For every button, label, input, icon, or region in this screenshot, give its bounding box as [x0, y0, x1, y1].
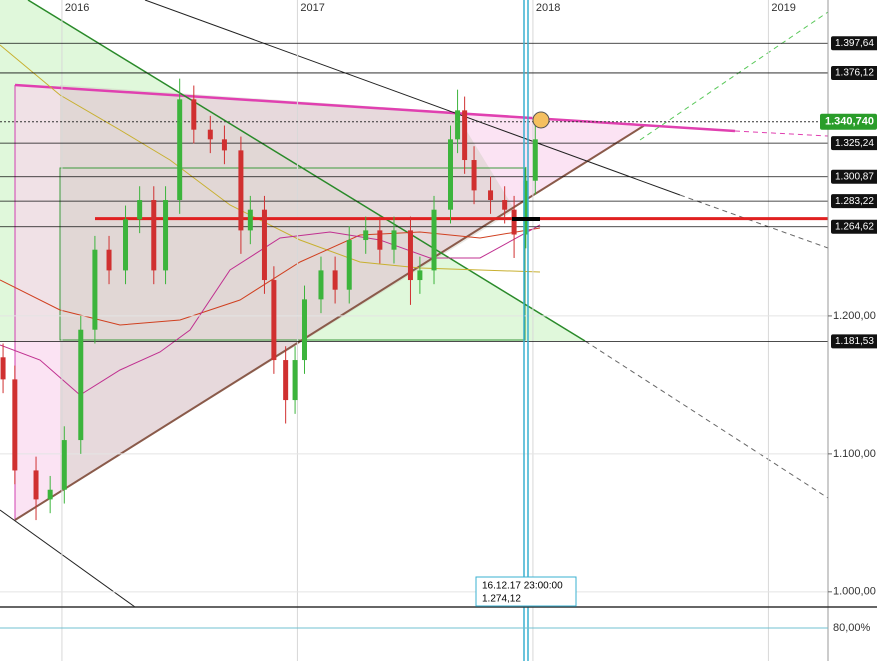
candle-body	[177, 99, 183, 201]
candle-body	[523, 180, 529, 235]
candle-body	[346, 240, 352, 290]
y-tick-label: 1.200,00	[833, 310, 876, 322]
candle-body	[78, 329, 84, 441]
candle-body	[417, 270, 423, 281]
level-label: 1.181,53	[835, 336, 874, 347]
candles	[0, 78, 538, 521]
candle-body	[106, 249, 112, 271]
grey-overlap	[60, 85, 515, 492]
grey-dashed	[584, 340, 829, 499]
candle-body	[488, 190, 494, 201]
candle-body	[137, 200, 143, 220]
candle-body	[511, 209, 517, 235]
level-label-box	[831, 219, 877, 234]
level-label: 1.376,12	[835, 68, 874, 79]
level-label: 1.325,24	[835, 138, 874, 149]
x-tick-label: 2019	[771, 2, 795, 14]
pink-triangle	[15, 85, 645, 520]
candle-body	[247, 209, 253, 231]
candle-body	[92, 249, 98, 330]
candle-body	[448, 139, 454, 210]
y-tick-label: 1.000,00	[833, 586, 876, 598]
moving-average-red	[0, 227, 541, 326]
current-price-box	[820, 113, 877, 130]
candle-body	[33, 470, 39, 500]
candle-body	[377, 230, 383, 250]
oscillator-tick-label: 80,00%	[833, 622, 871, 634]
level-label-box	[831, 65, 877, 80]
level-label: 1.283,22	[835, 196, 874, 207]
candle-body	[532, 139, 538, 181]
candle-body	[271, 280, 277, 361]
candle-body	[502, 200, 508, 210]
level-label: 1.300,87	[835, 171, 874, 182]
levels	[0, 42, 828, 342]
current-price-label: 1.340,740	[825, 116, 874, 128]
candle-body	[407, 230, 413, 281]
grid: 2016 2017 2018 2019	[0, 0, 828, 661]
candle-body	[318, 270, 324, 300]
green-dashed	[639, 11, 829, 141]
candle-body	[261, 209, 267, 281]
magenta-trendline	[14, 83, 736, 133]
level-label-box	[831, 169, 877, 184]
oscillator: 80,00%	[0, 622, 871, 634]
tooltip-price: 1.274,12	[482, 594, 521, 605]
x-tick-label: 2017	[300, 2, 324, 14]
price-axis	[828, 0, 877, 661]
magenta-dashed	[734, 130, 829, 137]
y-tick-label: 1.100,00	[833, 448, 876, 460]
candle-body	[12, 379, 18, 471]
candle-body	[61, 440, 67, 490]
candle-body	[207, 129, 213, 140]
tooltip-box	[475, 576, 577, 607]
candle-body	[47, 489, 53, 500]
level-label-box	[831, 194, 877, 209]
candle-body	[151, 200, 157, 271]
candle-body	[462, 110, 468, 161]
candle-body	[391, 230, 397, 250]
level-label-box	[831, 36, 877, 51]
level-label-box	[831, 136, 877, 151]
green-trendline	[27, 0, 586, 342]
candle-body	[431, 209, 437, 271]
level-label-box	[831, 334, 877, 349]
price-alert-icon	[532, 111, 550, 129]
candle-body	[123, 219, 129, 271]
level-label: 1.397,64	[835, 38, 874, 49]
candle-body	[455, 110, 461, 140]
x-tick-label: 2018	[536, 2, 560, 14]
black-trendline	[144, 0, 681, 196]
candle-body	[238, 150, 244, 231]
tooltip-date: 16.12.17 23:00:00	[482, 581, 563, 592]
candle-body	[221, 139, 227, 151]
green-box	[59, 167, 526, 341]
candle-body	[332, 270, 338, 290]
level-label: 1.264,62	[835, 221, 874, 232]
candle-body	[283, 360, 289, 401]
x-tick-label: 2016	[65, 2, 89, 14]
candle-body	[301, 299, 307, 361]
candle-body	[191, 99, 197, 130]
candle-body	[471, 160, 477, 191]
candle-body	[292, 360, 298, 401]
black-lower-line	[0, 509, 136, 608]
candle-body	[363, 230, 369, 241]
candle-body	[163, 200, 169, 271]
right-labels: 1.000,00 1.100,00 1.200,00 1.397,64 1.376,12…	[820, 36, 877, 598]
candle-body	[0, 357, 6, 380]
